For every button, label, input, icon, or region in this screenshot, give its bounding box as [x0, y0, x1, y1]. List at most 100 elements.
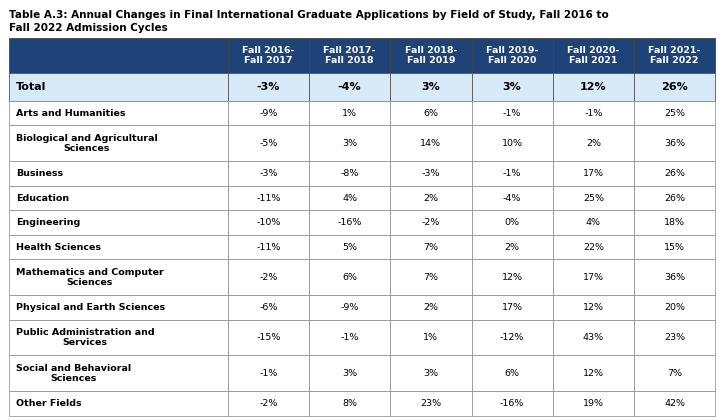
Text: -1%: -1%	[503, 109, 521, 118]
Text: 3%: 3%	[502, 82, 521, 92]
Bar	[309, 126, 390, 161]
Bar	[390, 355, 471, 391]
Text: 6%: 6%	[505, 369, 520, 378]
Bar	[471, 295, 553, 320]
Bar	[228, 295, 309, 320]
Text: 22%: 22%	[583, 243, 604, 252]
Bar	[309, 235, 390, 259]
Text: 5%: 5%	[342, 243, 357, 252]
Bar	[390, 235, 471, 259]
Bar	[390, 38, 471, 73]
Bar	[390, 295, 471, 320]
Bar	[634, 126, 715, 161]
Bar	[471, 259, 553, 295]
Bar	[471, 186, 553, 210]
Bar	[228, 186, 309, 210]
Text: 6%: 6%	[424, 109, 439, 118]
Text: Social and Behavioral
Sciences: Social and Behavioral Sciences	[16, 364, 131, 383]
Bar	[9, 295, 228, 320]
Text: -1%: -1%	[340, 333, 359, 342]
Bar	[553, 73, 634, 101]
Bar	[471, 38, 553, 73]
Text: 12%: 12%	[580, 82, 607, 92]
Text: -1%: -1%	[503, 169, 521, 178]
Text: -3%: -3%	[421, 169, 440, 178]
Text: 3%: 3%	[342, 369, 357, 378]
Text: 7%: 7%	[424, 273, 439, 282]
Text: -16%: -16%	[337, 218, 362, 227]
Bar	[228, 73, 309, 101]
Text: Fall 2016-
Fall 2017: Fall 2016- Fall 2017	[243, 45, 295, 65]
Text: Fall 2017-
Fall 2018: Fall 2017- Fall 2018	[324, 45, 376, 65]
Text: -3%: -3%	[259, 169, 277, 178]
Text: 7%: 7%	[668, 369, 682, 378]
Text: 6%: 6%	[342, 273, 357, 282]
Bar	[228, 210, 309, 235]
Bar	[228, 320, 309, 355]
Bar	[309, 38, 390, 73]
Text: 25%: 25%	[664, 109, 685, 118]
Text: -2%: -2%	[421, 218, 440, 227]
Bar	[634, 295, 715, 320]
Text: 14%: 14%	[421, 139, 442, 148]
Text: 15%: 15%	[664, 243, 685, 252]
Bar	[553, 126, 634, 161]
Text: -5%: -5%	[259, 139, 277, 148]
Text: -8%: -8%	[340, 169, 359, 178]
Bar	[634, 259, 715, 295]
Text: 2%: 2%	[505, 243, 520, 252]
Bar	[228, 38, 309, 73]
Text: 1%: 1%	[424, 333, 439, 342]
Text: 26%: 26%	[664, 194, 685, 202]
Bar	[553, 355, 634, 391]
Text: -9%: -9%	[340, 303, 359, 312]
Text: Total: Total	[16, 82, 46, 92]
Text: -2%: -2%	[259, 273, 277, 282]
Text: 1%: 1%	[342, 109, 357, 118]
Text: 2%: 2%	[424, 303, 439, 312]
Text: -16%: -16%	[500, 399, 524, 408]
Text: -11%: -11%	[256, 194, 281, 202]
Text: -12%: -12%	[500, 333, 524, 342]
Text: 18%: 18%	[664, 218, 685, 227]
Text: 42%: 42%	[664, 399, 685, 408]
Text: 0%: 0%	[505, 218, 520, 227]
Text: Fall 2018-
Fall 2019: Fall 2018- Fall 2019	[405, 45, 457, 65]
Bar	[390, 259, 471, 295]
Bar	[471, 101, 553, 126]
Text: -6%: -6%	[259, 303, 277, 312]
Bar	[634, 210, 715, 235]
Bar	[471, 126, 553, 161]
Bar	[390, 391, 471, 416]
Text: Fall 2019-
Fall 2020: Fall 2019- Fall 2020	[486, 45, 539, 65]
Text: 2%: 2%	[424, 194, 439, 202]
Text: -15%: -15%	[256, 333, 281, 342]
Bar	[228, 355, 309, 391]
Text: Education: Education	[16, 194, 69, 202]
Bar	[309, 210, 390, 235]
Text: Physical and Earth Sciences: Physical and Earth Sciences	[16, 303, 165, 312]
Bar	[9, 126, 228, 161]
Bar	[471, 235, 553, 259]
Bar	[634, 355, 715, 391]
Text: -2%: -2%	[259, 399, 277, 408]
Bar	[228, 101, 309, 126]
Text: Business: Business	[16, 169, 63, 178]
Bar	[9, 320, 228, 355]
Text: 17%: 17%	[502, 303, 523, 312]
Bar	[9, 73, 228, 101]
Bar	[634, 186, 715, 210]
Bar	[309, 295, 390, 320]
Bar	[553, 295, 634, 320]
Text: 10%: 10%	[502, 139, 523, 148]
Bar	[9, 355, 228, 391]
Text: -11%: -11%	[256, 243, 281, 252]
Bar	[471, 73, 553, 101]
Text: -1%: -1%	[259, 369, 277, 378]
Bar	[553, 210, 634, 235]
Bar	[553, 101, 634, 126]
Bar	[309, 355, 390, 391]
Bar	[553, 259, 634, 295]
Text: 17%: 17%	[583, 169, 604, 178]
Bar	[309, 186, 390, 210]
